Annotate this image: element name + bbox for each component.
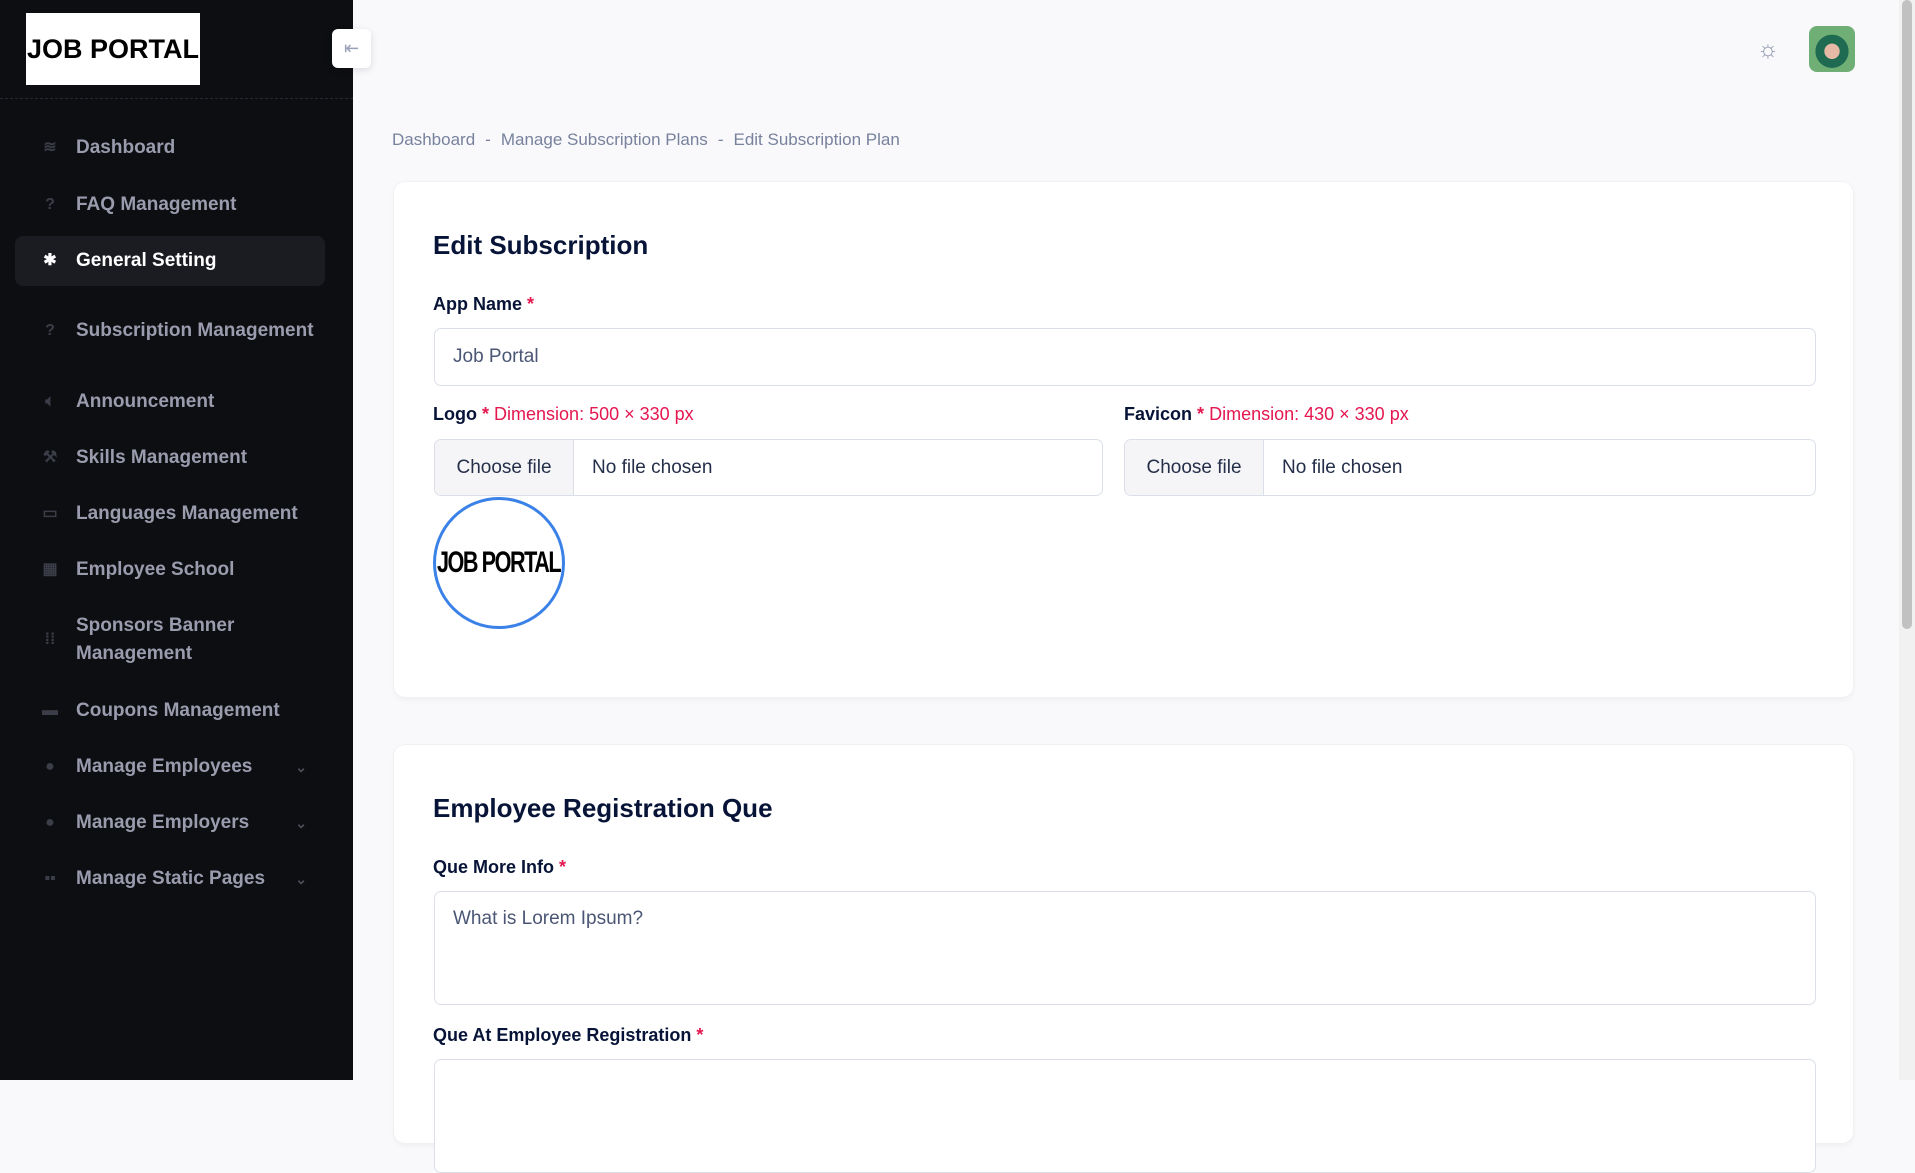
logo-file-status: No file chosen <box>592 456 713 478</box>
sidebar-item-label: FAQ Management <box>76 194 237 215</box>
arrow-left-to-line-icon: ⇤ <box>343 38 360 58</box>
question-badge-icon: ? <box>45 196 55 213</box>
question-badge-icon: ? <box>45 322 55 339</box>
sidebar-item-label: Manage Employers <box>76 812 250 833</box>
sidebar: JOB PORTAL ≋ Dashboard? FAQ Management ✱ Gen… <box>0 0 353 1080</box>
sidebar-item-label: Dashboard <box>76 137 176 158</box>
chevron-down-icon: ⌄ <box>295 815 307 831</box>
favicon-file-status: No file chosen <box>1282 456 1403 478</box>
sidebar-item-manage-static-pages[interactable]: ▪▪ Manage Static Pages ⌄ <box>15 864 325 894</box>
card-title: Employee Registration Que <box>433 793 773 823</box>
user-icon: ● <box>45 758 55 775</box>
logo-label: Logo * Dimension: 500 × 330 px <box>433 404 694 424</box>
breadcrumb-current: Edit Subscription Plan <box>733 130 900 149</box>
wrench-icon: ⚒ <box>42 449 58 466</box>
theme-toggle-button[interactable]: ☼ <box>1754 36 1782 64</box>
layers-icon: ≋ <box>43 139 57 156</box>
archive-icon: ▬ <box>42 702 58 719</box>
app-logo[interactable]: JOB PORTAL <box>26 13 200 85</box>
logo-choose-file-button[interactable]: Choose file <box>435 440 574 495</box>
speaker-icon: 🔈︎ <box>45 393 55 410</box>
sidebar-item-dashboard[interactable]: ≋ Dashboard <box>15 133 325 163</box>
breadcrumb-manage-plans[interactable]: Manage Subscription Plans <box>500 130 708 149</box>
sidebar-item-languages-management[interactable]: ▭ Languages Management <box>15 499 325 529</box>
favicon-label: Favicon * Dimension: 430 × 330 px <box>1124 404 1409 424</box>
users-icon: ● <box>45 814 55 831</box>
logo-preview-image: JOB PORTAL <box>433 497 565 629</box>
sidebar-item-label: Coupons Management <box>76 700 280 721</box>
favicon-file-input[interactable]: Choose file No file chosen <box>1124 439 1816 496</box>
school-icon: ▦ <box>42 561 58 578</box>
sidebar-item-label: Manage Static Pages <box>76 868 266 889</box>
sun-moon-icon: ☼ <box>1757 36 1779 63</box>
sidebar-item-label: Subscription Management <box>76 320 314 341</box>
favicon-choose-file-button[interactable]: Choose file <box>1125 440 1264 495</box>
sidebar-item-label: Employee School <box>76 559 235 580</box>
grid-icon: ▪▪ <box>44 870 56 887</box>
card-title: Edit Subscription <box>433 230 649 260</box>
logo-file-input[interactable]: Choose file No file chosen <box>434 439 1103 496</box>
sidebar-item-manage-employees[interactable]: ● Manage Employees ⌄ <box>15 752 325 782</box>
sidebar-item-employee-school[interactable]: ▦ Employee School <box>15 555 325 585</box>
app-name-label: App Name * <box>433 294 535 314</box>
que-registration-textarea[interactable] <box>434 1059 1816 1173</box>
sidebar-divider <box>0 98 353 99</box>
sidebar-item-label: General Setting <box>76 250 217 271</box>
sidebar-item-coupons-management[interactable]: ▬ Coupons Management <box>15 696 325 726</box>
que-registration-label: Que At Employee Registration * <box>433 1025 704 1045</box>
sidebar-item-label: Sponsors Banner Management <box>76 615 235 664</box>
sidebar-item-sponsors-banner-management[interactable]: ⁞⁞ Sponsors Banner Management <box>15 611 325 669</box>
sidebar-item-manage-employers[interactable]: ● Manage Employers ⌄ <box>15 808 325 838</box>
sidebar-item-general-setting[interactable]: ✱ General Setting <box>15 236 325 286</box>
gear-icon: ✱ <box>43 252 57 269</box>
que-more-info-label: Que More Info * <box>433 857 567 877</box>
sidebar-item-announcement[interactable]: 🔈︎ Announcement <box>15 387 325 417</box>
app-name-input[interactable]: Job Portal <box>434 328 1816 386</box>
page-scrollbar[interactable] <box>1899 0 1915 1080</box>
chevron-down-icon: ⌄ <box>295 759 307 775</box>
sidebar-item-label: Manage Employees <box>76 756 253 777</box>
sidebar-item-skills-management[interactable]: ⚒ Skills Management <box>15 443 325 473</box>
chevron-down-icon: ⌄ <box>295 871 307 887</box>
sidebar-item-label: Announcement <box>76 391 215 412</box>
sidebar-item-faq-management[interactable]: ? FAQ Management <box>15 190 325 220</box>
breadcrumb: Dashboard - Manage Subscription Plans - Ed… <box>392 130 900 149</box>
breadcrumb-dashboard[interactable]: Dashboard <box>392 130 476 149</box>
sidebar-item-label: Languages Management <box>76 503 298 524</box>
sidebar-collapse-button[interactable]: ⇤ <box>332 29 371 68</box>
user-avatar[interactable] <box>1809 26 1855 72</box>
dots-grid-icon: ⁞⁞ <box>44 631 56 648</box>
employee-registration-card: Employee Registration Que Que More Info … <box>393 744 1854 1173</box>
translate-icon: ▭ <box>42 505 58 522</box>
edit-subscription-card: Edit Subscription App Name * Job Portal … <box>393 181 1854 698</box>
scrollbar-thumb[interactable] <box>1902 0 1912 629</box>
sidebar-item-subscription-management[interactable]: ? Subscription Management <box>15 316 325 346</box>
que-more-info-textarea[interactable]: What is Lorem Ipsum? <box>434 891 1816 1005</box>
sidebar-item-label: Skills Management <box>76 447 248 468</box>
